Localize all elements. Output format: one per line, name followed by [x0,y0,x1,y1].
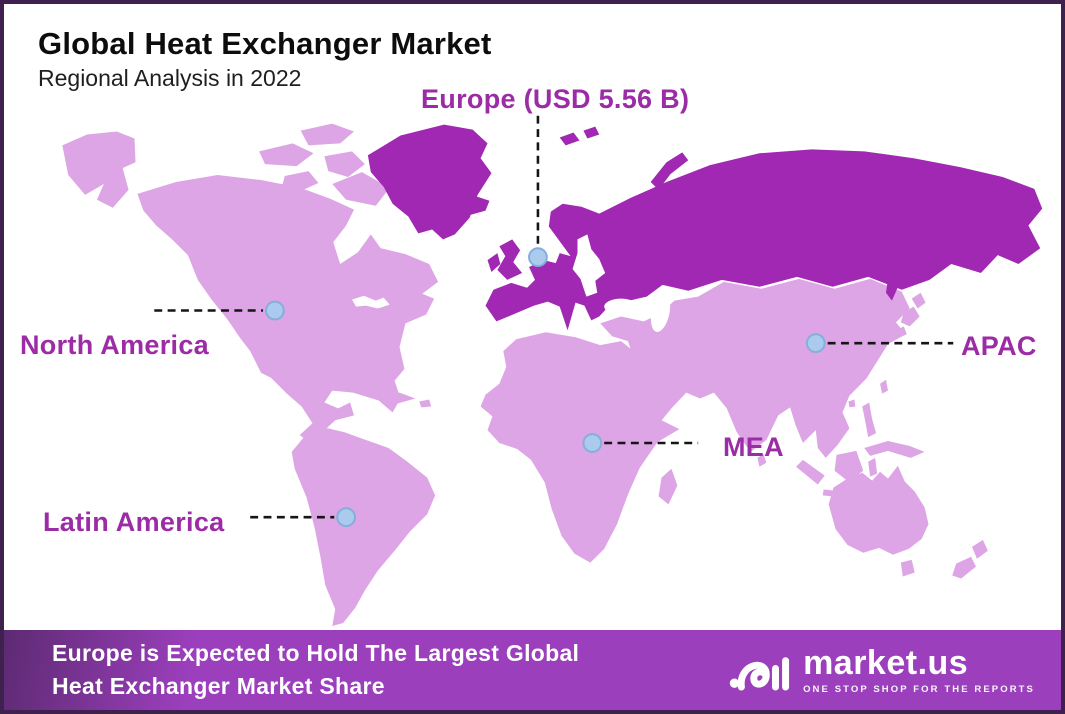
region-australia [828,465,929,555]
region-japan [895,292,926,339]
region-caribbean [377,392,432,408]
label-latin-america: Latin America [43,507,225,537]
region-new-zealand [952,539,988,579]
region-uk-ireland [487,239,523,280]
baltic-sea [572,234,606,297]
callout-dot-north-america [265,300,285,321]
caspian-sea [650,293,671,332]
region-asia [600,278,910,458]
marketus-logo-icon [729,657,790,691]
region-sakhalin [885,267,899,301]
footer-banner: Europe is Expected to Hold The Largest G… [4,630,1061,710]
world-map [62,115,1043,626]
header: Global Heat Exchanger Market Regional An… [38,26,492,92]
region-arctic-islands [259,123,390,206]
region-greenland [367,124,492,240]
region-north-america [137,175,439,443]
marketus-logo: market.us ONE STOP SHOP FOR THE REPORTS [729,645,1035,695]
logo-brand-text: market.us [803,643,969,682]
label-mea: MEA [723,432,784,462]
great-lakes [352,295,390,309]
black-sea [604,298,638,315]
label-north-america: North America [20,330,209,360]
region-svalbard-novaya-zemlya [559,126,689,190]
region-southeast-asia-islands [796,379,888,499]
callout-dot-europe [528,247,548,268]
page-subtitle: Regional Analysis in 2022 [38,65,302,91]
logo-text-block: market.us ONE STOP SHOP FOR THE REPORTS [803,646,1035,695]
label-europe: Europe (USD 5.56 B) [421,84,690,114]
logo-tagline: ONE STOP SHOP FOR THE REPORTS [803,683,1035,695]
page-title: Global Heat Exchanger Market [38,26,492,61]
footer-line-1: Europe is Expected to Hold The Largest G… [52,640,580,667]
region-europe-russia [485,149,1043,331]
region-new-guinea [864,441,925,458]
footer-line-2: Heat Exchanger Market Share [52,673,385,699]
callout-dot-mea [582,433,603,453]
region-iceland [453,194,490,216]
region-alaska [62,131,136,208]
label-apac: APAC [961,331,1037,361]
region-tasmania [900,559,915,577]
region-madagascar [658,468,678,505]
region-south-america [291,427,436,626]
callout-dot-apac [805,333,826,354]
region-sri-lanka [757,453,767,467]
callout-dot-latin-america [336,507,356,528]
footer-headline: Europe is Expected to Hold The Largest G… [52,637,579,702]
